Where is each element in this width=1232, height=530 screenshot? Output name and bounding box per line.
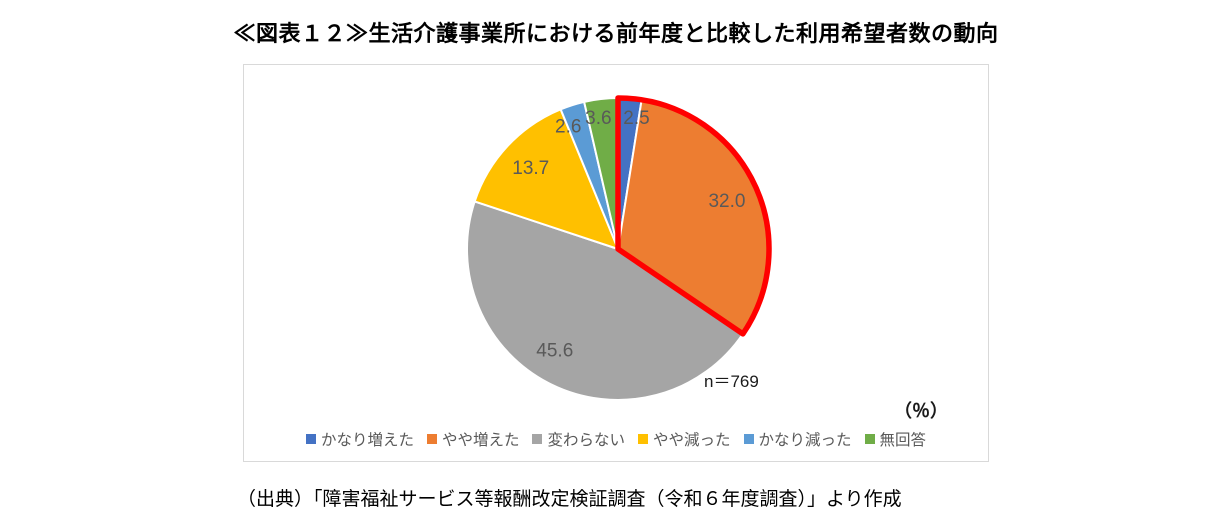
legend-label-kanari-fueta: かなり増えた [320, 432, 414, 449]
data-label-kanari-fueta: 2.5 [623, 108, 649, 129]
pie-slice-kawaranai [466, 200, 745, 401]
data-label-yaya-hetta: 13.7 [512, 158, 549, 179]
data-label-mukaitou: 3.6 [585, 108, 611, 129]
legend-label-yaya-hetta: やや減った [653, 432, 731, 449]
legend-item-yaya-fueta: やや増えた [426, 428, 520, 450]
legend-swatch-yaya-hetta [638, 434, 648, 444]
pie-chart-svg: 2.5 32.0 45.6 13.7 2.6 3.6 [466, 95, 772, 401]
unit-label: （％） [894, 401, 948, 421]
legend-swatch-mukaitou [864, 434, 875, 444]
sample-size-label: n＝769 [704, 372, 759, 391]
highlight-outline [615, 95, 772, 337]
chart-frame: 2.5 32.0 45.6 13.7 2.6 3.6 n＝769 （％） かなり増えた や… [243, 64, 989, 462]
legend-swatch-kawaranai [532, 434, 543, 444]
legend-label-mukaitou: 無回答 [879, 432, 927, 449]
data-label-kanari-hetta: 2.6 [555, 116, 581, 137]
legend-item-kawaranai: 変わらない [532, 428, 625, 450]
legend-label-yaya-fueta: やや増えた [441, 432, 520, 449]
legend-item-mukaitou: 無回答 [864, 428, 927, 450]
legend-swatch-kanari-hetta [743, 434, 754, 444]
chart-legend: かなり増えた やや増えた 変わらない やや減った かなり減った 無回答 [244, 428, 988, 450]
legend-item-kanari-hetta: かなり減った [743, 428, 852, 450]
data-label-kawaranai: 45.6 [536, 341, 573, 362]
source-citation: （出典）「障害福祉サービス等報酬改定検証調査（令和６年度調査）」より作成 [237, 489, 902, 510]
legend-label-kawaranai: 変わらない [547, 432, 625, 449]
legend-swatch-yaya-fueta [426, 434, 437, 444]
page-title: ≪図表１２≫生活介護事業所における前年度と比較した利用希望者数の動向 [233, 21, 999, 46]
legend-swatch-kanari-fueta [305, 434, 316, 444]
legend-item-yaya-hetta: やや減った [638, 428, 731, 450]
data-label-yaya-fueta: 32.0 [708, 191, 745, 212]
legend-label-kanari-hetta: かなり減った [758, 432, 852, 449]
legend-item-kanari-fueta: かなり増えた [305, 428, 414, 450]
pie-slice-yaya-hetta [473, 108, 620, 251]
